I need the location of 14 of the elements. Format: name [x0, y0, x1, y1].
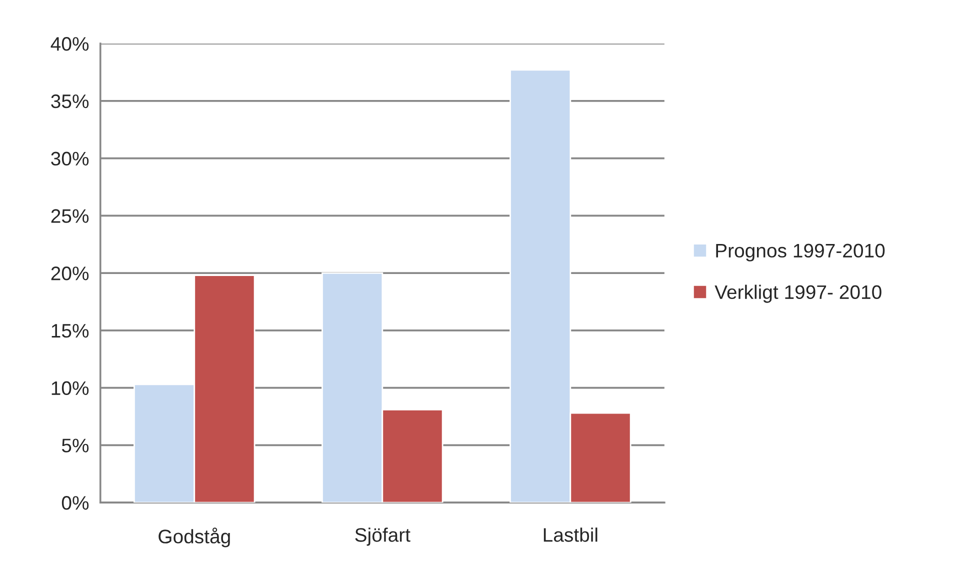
legend-label: Verkligt 1997- 2010 — [714, 284, 882, 303]
y-tick-label: 5% — [62, 438, 89, 452]
y-tick-label: 10% — [52, 381, 89, 396]
y-tick-label: 30% — [51, 152, 89, 166]
x-tick-label: Godståg — [158, 528, 230, 548]
x-tick-label: Lastbil — [544, 528, 598, 542]
legend-label: Prognos 1997-2010 — [716, 244, 885, 262]
y-tick-label: 0% — [62, 496, 89, 510]
x-tick-label: Sjöfart — [355, 528, 410, 546]
y-tick-label: 15% — [52, 324, 89, 338]
y-tick-label: 40% — [50, 37, 89, 51]
y-tick-label: 25% — [51, 209, 89, 223]
y-tick-label: 35% — [51, 94, 89, 108]
y-tick-label: 20% — [51, 266, 89, 280]
